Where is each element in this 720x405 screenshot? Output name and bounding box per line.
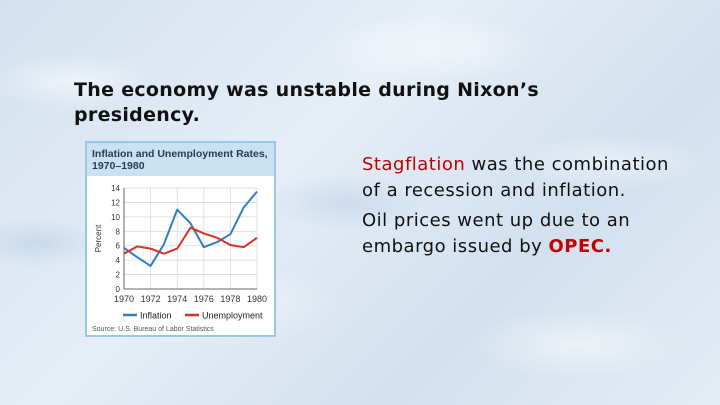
y-axis-label: Percent bbox=[94, 224, 103, 252]
legend-label: Inflation bbox=[140, 311, 172, 321]
y-tick-label: 8 bbox=[116, 227, 121, 236]
term-stagflation: Stagflation bbox=[362, 154, 466, 175]
x-tick-label: 1974 bbox=[167, 294, 187, 304]
x-tick-label: 1970 bbox=[114, 294, 134, 304]
y-tick-label: 4 bbox=[116, 256, 121, 265]
line-chart: 0 2 4 6 8 10 12 14 1970 1972 1974 1976 1978 1980 Perce… bbox=[92, 184, 267, 333]
bullet-stagflation: Stagflation was the combination of a rec… bbox=[362, 152, 682, 204]
term-opec: OPEC. bbox=[548, 236, 612, 257]
x-tick-label: 1976 bbox=[194, 294, 214, 304]
y-tick-label: 10 bbox=[111, 213, 120, 222]
series-line-unemployment bbox=[123, 226, 258, 255]
y-tick-label: 0 bbox=[116, 285, 121, 294]
y-tick-label: 6 bbox=[116, 242, 121, 251]
slide-body: Stagflation was the combination of a rec… bbox=[362, 152, 682, 260]
y-tick-label: 2 bbox=[116, 271, 121, 280]
bullet-opec-text: Oil prices went up due to an embargo iss… bbox=[362, 210, 631, 257]
chart-header: Inflation and Unemployment Rates, 1970–1… bbox=[87, 143, 274, 176]
x-tick-label: 1980 bbox=[247, 294, 267, 304]
x-tick-label: 1978 bbox=[220, 294, 240, 304]
chart-title: Inflation and Unemployment Rates, 1970–1… bbox=[92, 148, 268, 172]
bullet-opec: Oil prices went up due to an embargo iss… bbox=[362, 208, 682, 260]
bullet-stagflation-text: was the combination of a recession and i… bbox=[362, 154, 669, 201]
y-tick-label: 14 bbox=[111, 184, 120, 193]
slide-title: The economy was unstable during Nixon’s … bbox=[74, 79, 539, 126]
legend-label: Unemployment bbox=[202, 311, 263, 321]
chart-source: Source: U.S. Bureau of Labor Statistics bbox=[92, 326, 214, 333]
chart-figure: Inflation and Unemployment Rates, 1970–1… bbox=[85, 141, 276, 337]
series-line-inflation bbox=[123, 190, 258, 267]
y-tick-label: 12 bbox=[111, 198, 120, 207]
x-tick-label: 1972 bbox=[141, 294, 161, 304]
